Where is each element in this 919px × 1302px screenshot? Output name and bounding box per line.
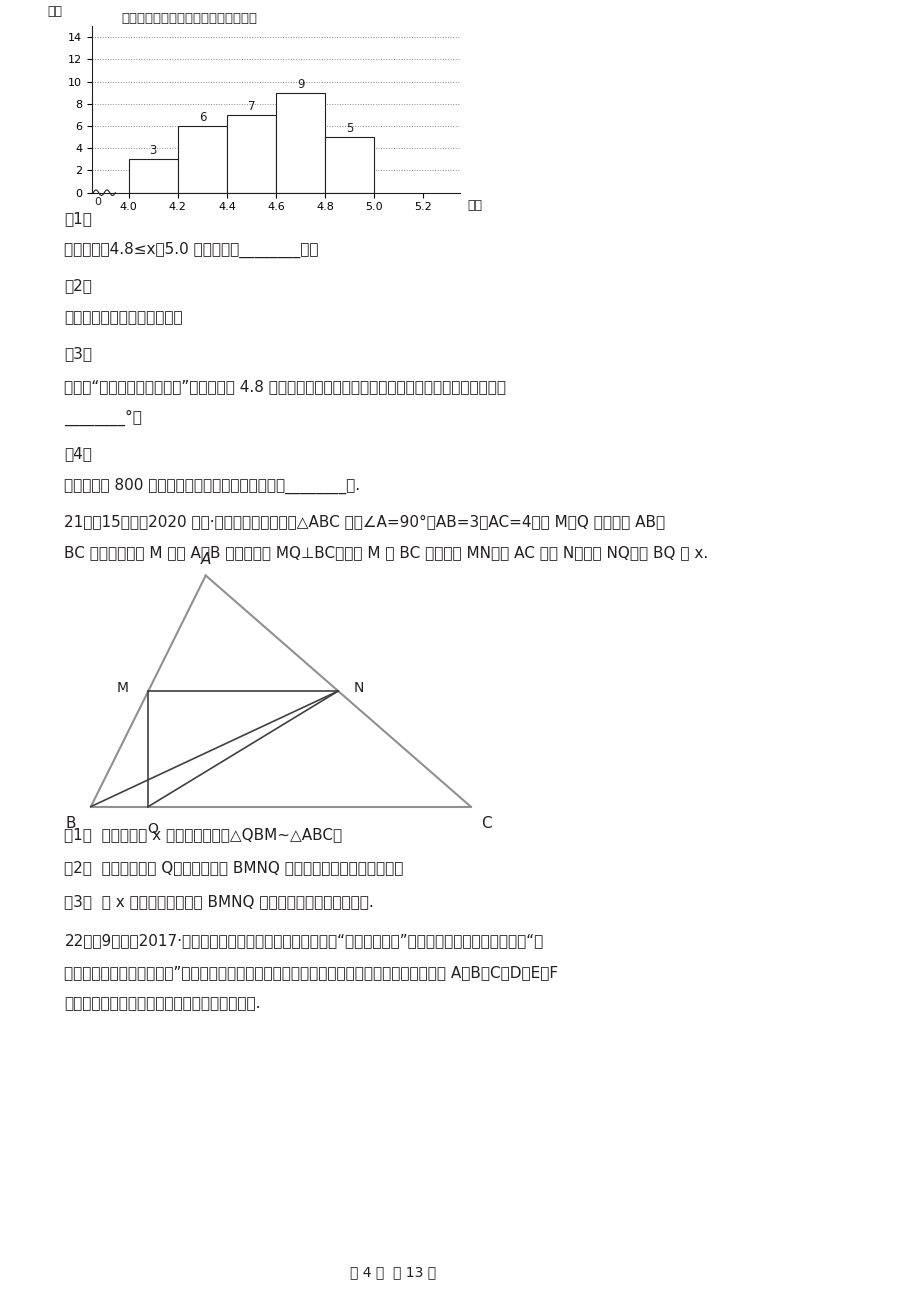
Text: （1）  试说明不论 x 为何值时，总有△QBM∼△ABC；: （1） 试说明不论 x 为何值时，总有△QBM∼△ABC； bbox=[64, 827, 342, 842]
Text: 统计图中，4.8≤x＜5.0 的学生数是________人；: 统计图中，4.8≤x＜5.0 的学生数是________人； bbox=[64, 242, 319, 258]
Text: 5: 5 bbox=[346, 122, 353, 135]
Text: 3: 3 bbox=[150, 145, 157, 158]
Text: 7: 7 bbox=[247, 100, 255, 113]
Text: （1）: （1） bbox=[64, 211, 92, 227]
Text: 扬孝德文化，争做文明学生”的知识竞赛，赛后随机抽取了部分参赛学生的成绩，按得分划分成 A，B，C，D，E，F: 扬孝德文化，争做文明学生”的知识竞赛，赛后随机抽取了部分参赛学生的成绩，按得分划… bbox=[64, 965, 558, 980]
Text: 21．（15分）（2020 九下·中卫月考）如图，在△ABC 中，∠A=90°，AB=3，AC=4，点 M，Q 分别是边 AB，: 21．（15分）（2020 九下·中卫月考）如图，在△ABC 中，∠A=90°，… bbox=[64, 514, 664, 530]
Y-axis label: 频数: 频数 bbox=[48, 5, 62, 18]
Text: （4）: （4） bbox=[64, 447, 92, 462]
Text: 将频数分布直方图补充完整；: 将频数分布直方图补充完整； bbox=[64, 310, 183, 326]
Bar bbox=[177, 126, 227, 193]
Text: 0: 0 bbox=[95, 197, 101, 207]
Text: （2）  是否存在一点 Q，使得四边形 BMNQ 为平行四边形，试说明理由；: （2） 是否存在一点 Q，使得四边形 BMNQ 为平行四边形，试说明理由； bbox=[64, 861, 403, 876]
Text: （3）: （3） bbox=[64, 346, 92, 362]
Text: BC 上的动点（点 M 不与 A，B 重合），且 MQ⊥BC，过点 M 作 BC 的平行线 MN，交 AC 于点 N，连接 NQ，设 BQ 为 x.: BC 上的动点（点 M 不与 A，B 重合），且 MQ⊥BC，过点 M 作 BC… bbox=[64, 546, 708, 561]
Text: 若绘制“学生视力扇形统计图”，视力达到 4.8 及以上为达标，则视为达标学生所对应扇形的圆心角度数为: 若绘制“学生视力扇形统计图”，视力达到 4.8 及以上为达标，则视为达标学生所对… bbox=[64, 379, 505, 395]
Bar bbox=[129, 159, 177, 193]
Bar bbox=[276, 92, 324, 193]
Text: Q: Q bbox=[147, 822, 158, 836]
Text: ________°；: ________°； bbox=[64, 410, 142, 426]
X-axis label: 视力: 视力 bbox=[467, 199, 482, 212]
Text: A: A bbox=[200, 552, 210, 568]
Text: 22．（9分）（2017·孝感）今年四月份，某校在孝感市争创“全国文明城市”活动中，组织全体学生参加了“弘: 22．（9分）（2017·孝感）今年四月份，某校在孝感市争创“全国文明城市”活动… bbox=[64, 934, 543, 949]
Text: 六个等级，并绘制成如下两幅不完整的统计图表.: 六个等级，并绘制成如下两幅不完整的统计图表. bbox=[64, 996, 261, 1012]
Text: 若全校共有 800 名学生，则视力达标的学生估计有________名.: 若全校共有 800 名学生，则视力达标的学生估计有________名. bbox=[64, 478, 360, 493]
Text: N: N bbox=[353, 681, 364, 695]
Bar bbox=[324, 137, 374, 193]
Text: 第 4 页  共 13 页: 第 4 页 共 13 页 bbox=[349, 1266, 436, 1280]
Bar bbox=[227, 115, 276, 193]
Text: 9: 9 bbox=[297, 78, 304, 91]
Text: 抽取的学生活动前视力频数分布直方图: 抽取的学生活动前视力频数分布直方图 bbox=[121, 12, 257, 25]
Text: M: M bbox=[117, 681, 129, 695]
Text: B: B bbox=[65, 816, 76, 832]
Text: （2）: （2） bbox=[64, 279, 92, 294]
Text: C: C bbox=[481, 816, 491, 832]
Text: （3）  当 x 为何值时，四边形 BMNQ 的面积最大，并求出最大值.: （3） 当 x 为何值时，四边形 BMNQ 的面积最大，并求出最大值. bbox=[64, 894, 374, 910]
Text: 6: 6 bbox=[199, 111, 206, 124]
